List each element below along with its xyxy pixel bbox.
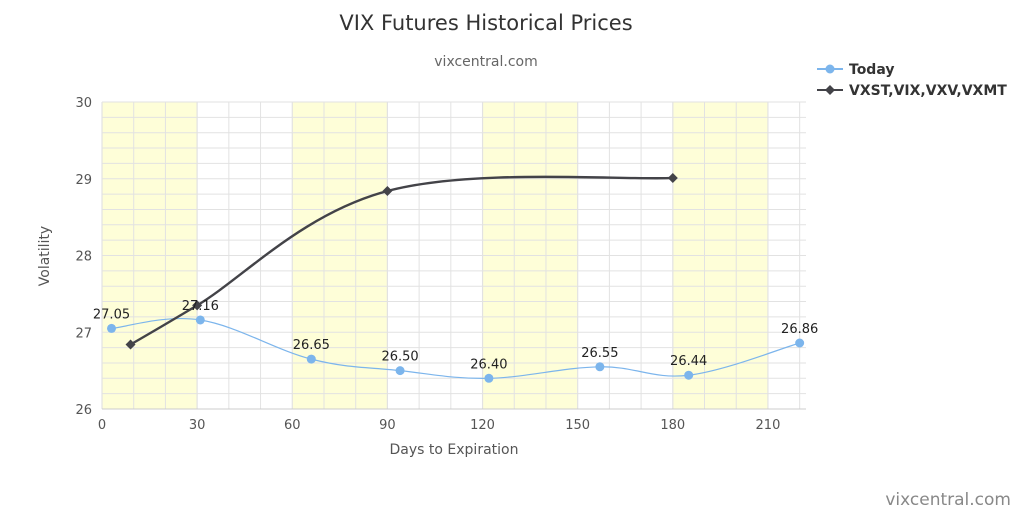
data-point-today <box>195 315 205 325</box>
y-tick-label: 26 <box>75 403 92 418</box>
data-point-vxst <box>667 172 678 183</box>
data-labels: 27.05 27.16 26.65 26.50 26.40 26.55 26.44 26.86 <box>93 299 818 372</box>
data-point-today <box>684 370 694 380</box>
x-tick-label: 0 <box>98 418 106 433</box>
data-label: 26.65 <box>293 338 330 353</box>
y-tick-label: 30 <box>75 96 92 111</box>
data-label: 27.05 <box>93 307 130 322</box>
series-line-today <box>111 317 800 379</box>
data-label: 27.16 <box>182 299 219 314</box>
y-tick-label: 27 <box>75 326 92 341</box>
chart-title: VIX Futures Historical Prices <box>339 11 632 35</box>
data-point-vxst <box>382 186 393 197</box>
data-label: 26.40 <box>470 357 507 372</box>
data-point-today <box>107 323 117 333</box>
data-label: 26.50 <box>381 350 418 365</box>
data-label: 26.55 <box>581 346 618 361</box>
x-axis-title: Days to Expiration <box>390 442 519 458</box>
data-label: 26.44 <box>670 354 707 369</box>
x-tick-label: 60 <box>284 418 301 433</box>
legend-label-vxst: VXST,VIX,VXV,VXMT <box>849 83 1007 99</box>
x-tick-label: 30 <box>189 418 206 433</box>
y-tick-label: 28 <box>75 250 92 265</box>
data-point-today <box>484 373 494 383</box>
chart-subtitle: vixcentral.com <box>434 54 537 70</box>
legend-label-today: Today <box>849 62 894 78</box>
legend-item-vxst[interactable]: VXST,VIX,VXV,VXMT <box>817 83 1007 99</box>
data-point-today <box>795 338 805 348</box>
legend: Today VXST,VIX,VXV,VXMT <box>817 62 1007 99</box>
data-label: 26.86 <box>781 322 818 337</box>
x-tick-label: 150 <box>565 418 590 433</box>
data-point-today <box>595 362 605 372</box>
legend-marker-diamond-icon <box>825 85 835 95</box>
data-point-today <box>395 366 405 376</box>
data-point-vxst <box>125 339 136 350</box>
axes: 0 30 60 90 120 150 180 210 26 27 28 29 30 <box>75 96 806 433</box>
x-tick-label: 210 <box>756 418 781 433</box>
data-point-vxst <box>192 300 203 311</box>
credit-text[interactable]: vixcentral.com <box>885 490 1011 510</box>
legend-item-today[interactable]: Today <box>817 62 894 78</box>
y-axis-title: Volatility <box>37 226 53 286</box>
x-tick-label: 120 <box>470 418 495 433</box>
x-tick-label: 180 <box>660 418 685 433</box>
data-point-today <box>306 354 316 364</box>
x-tick-label: 90 <box>379 418 396 433</box>
series-line-vxst <box>129 175 673 346</box>
y-tick-label: 29 <box>75 173 92 188</box>
legend-marker-circle-icon <box>825 64 835 74</box>
series-group <box>107 172 805 383</box>
